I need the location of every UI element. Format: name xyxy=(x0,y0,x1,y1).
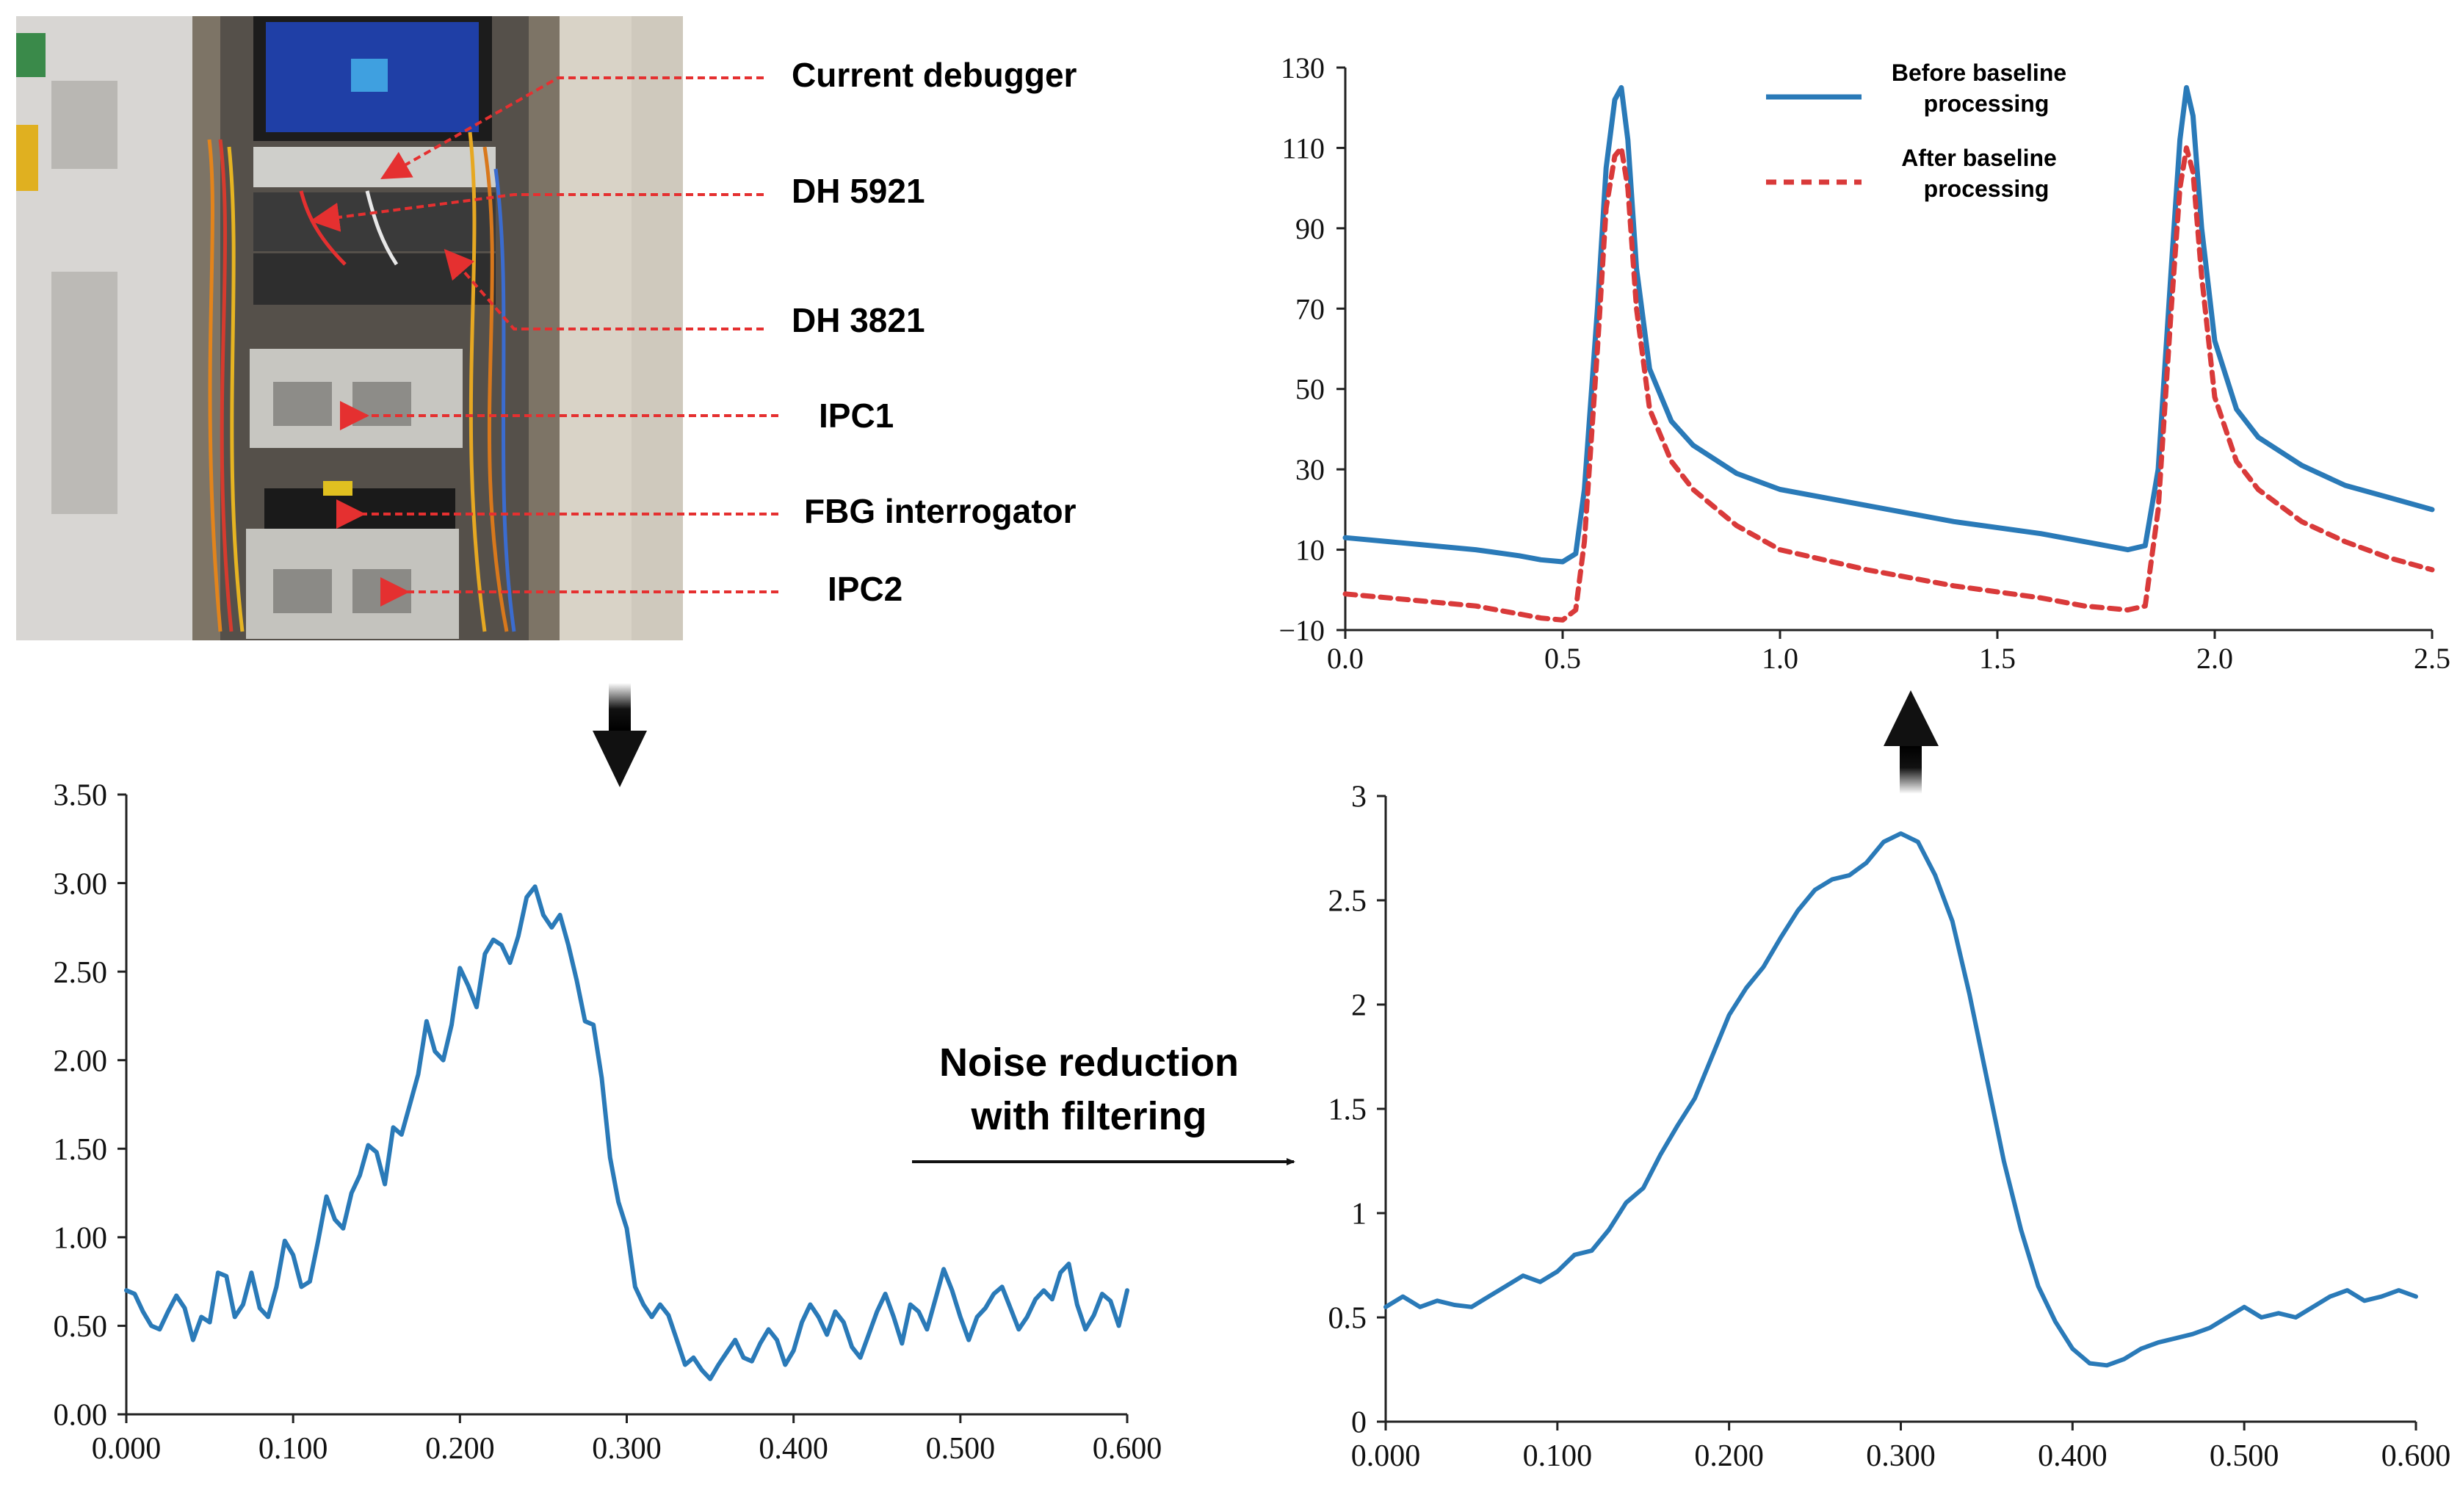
up-arrow-icon xyxy=(1884,690,1939,794)
series-line-before-baseline-processing xyxy=(1342,84,2435,565)
y-tick-label: 1.5 xyxy=(1328,1093,1367,1127)
noise-reduction-label-line1: Noise reduction xyxy=(939,1041,1239,1085)
x-tick-label: 0.500 xyxy=(2210,1439,2279,1473)
x-tick-label: 0.300 xyxy=(1866,1439,1936,1473)
x-tick-label: 0.200 xyxy=(425,1432,495,1466)
y-tick-label: 110 xyxy=(1281,131,1325,164)
x-tick-label: 1.0 xyxy=(1762,642,1798,675)
photo-annotations: Current debugger DH 5921 DH 3821 IPC1 FBG in… xyxy=(310,56,1077,608)
door-vent xyxy=(51,81,117,169)
y-tick-label: 10 xyxy=(1295,534,1325,567)
annotation-dh-3821-label: DH 3821 xyxy=(792,301,925,339)
y-tick-label: 70 xyxy=(1295,292,1325,325)
series-line-filtered-signal xyxy=(1383,831,2418,1368)
series-line-after-baseline-processing xyxy=(1342,145,2435,623)
cables xyxy=(207,131,516,632)
x-tick-label: 0.100 xyxy=(258,1432,328,1466)
annotation-current-debugger-arrow xyxy=(380,76,764,179)
x-tick-label: 0.600 xyxy=(1093,1432,1162,1466)
y-tick-label: −10 xyxy=(1278,614,1325,647)
ipc2-vent xyxy=(352,569,411,613)
legend-label: processing xyxy=(1924,176,2050,202)
legend-label: processing xyxy=(1924,90,2050,117)
x-tick-label: 0.300 xyxy=(592,1432,662,1466)
annotation-ipc2-label: IPC2 xyxy=(828,570,902,608)
current-debugger-unit xyxy=(253,147,496,187)
x-tick-label: 0.0 xyxy=(1327,642,1364,675)
y-tick-label: 130 xyxy=(1281,51,1325,84)
annotation-dh-3821-arrow xyxy=(444,248,764,330)
dh-unit xyxy=(253,253,496,305)
series-line-raw-signal xyxy=(124,884,1129,1381)
fbg-tape xyxy=(323,481,352,496)
y-tick-label: 30 xyxy=(1295,453,1325,486)
x-tick-label: 0.000 xyxy=(92,1432,162,1466)
ipc1-vent xyxy=(352,382,411,426)
door-label xyxy=(16,33,46,77)
filtered-signal-chart: 3 2.5 2 1.5 1 0.5 00.000 0.100 0.200 0.300 0.400 0.… xyxy=(1328,781,2451,1473)
ipc2-vent xyxy=(273,569,332,613)
y-tick-label: 3.50 xyxy=(54,779,108,813)
x-tick-label: 0.000 xyxy=(1351,1439,1421,1473)
ipc1-vent xyxy=(273,382,332,426)
y-tick-label: 1 xyxy=(1351,1198,1367,1231)
x-tick-label: 0.500 xyxy=(926,1432,996,1466)
y-tick-label: 1.00 xyxy=(54,1222,108,1256)
y-tick-label: 2.5 xyxy=(1328,885,1367,919)
door-label xyxy=(16,125,38,191)
windows-logo xyxy=(351,59,388,92)
y-tick-label: 1.50 xyxy=(54,1133,108,1167)
annotation-fbg-interrogator-label: FBG interrogator xyxy=(804,492,1077,530)
baseline-chart: 130 110 90 70 50 30 10 −100.0 0.5 1.0 1.5 2.0 2.5 Bef… xyxy=(1278,51,2450,675)
fbg-interrogator-unit xyxy=(264,488,455,529)
annotation-current-debugger-label: Current debugger xyxy=(792,56,1077,94)
y-tick-label: 2.00 xyxy=(54,1044,108,1078)
y-tick-label: 0 xyxy=(1351,1406,1367,1440)
y-tick-label: 0.5 xyxy=(1328,1302,1367,1336)
annotation-dh-5921-label: DH 5921 xyxy=(792,172,925,210)
x-tick-label: 0.400 xyxy=(2038,1439,2108,1473)
y-tick-label: 90 xyxy=(1295,212,1325,245)
y-tick-label: 0.50 xyxy=(54,1310,108,1344)
raw-signal-chart: 3.50 3.00 2.50 2.00 1.50 1.00 0.50 0.000.000 0.1… xyxy=(54,779,1162,1466)
legend-label: Before baseline xyxy=(1892,59,2066,86)
door-vent xyxy=(51,272,117,514)
x-tick-label: 0.400 xyxy=(759,1432,828,1466)
y-tick-label: 50 xyxy=(1295,373,1325,406)
annotation-ipc1-label: IPC1 xyxy=(819,397,894,435)
x-tick-label: 2.0 xyxy=(2196,642,2233,675)
y-tick-label: 0.00 xyxy=(54,1399,108,1433)
x-tick-label: 0.5 xyxy=(1544,642,1581,675)
x-tick-label: 1.5 xyxy=(1979,642,2016,675)
x-tick-label: 0.200 xyxy=(1694,1439,1764,1473)
x-tick-label: 0.600 xyxy=(2381,1439,2451,1473)
y-tick-label: 2.50 xyxy=(54,956,108,990)
y-tick-label: 2 xyxy=(1351,989,1367,1023)
x-tick-label: 2.5 xyxy=(2414,642,2450,675)
annotation-dh-5921-arrow xyxy=(310,193,764,232)
legend-label: After baseline xyxy=(1901,145,2057,171)
x-tick-label: 0.100 xyxy=(1523,1439,1593,1473)
noise-reduction-label-line2: with filtering xyxy=(971,1094,1207,1138)
y-tick-label: 3 xyxy=(1351,781,1367,814)
y-tick-label: 3.00 xyxy=(54,867,108,901)
down-arrow-icon xyxy=(593,683,647,787)
